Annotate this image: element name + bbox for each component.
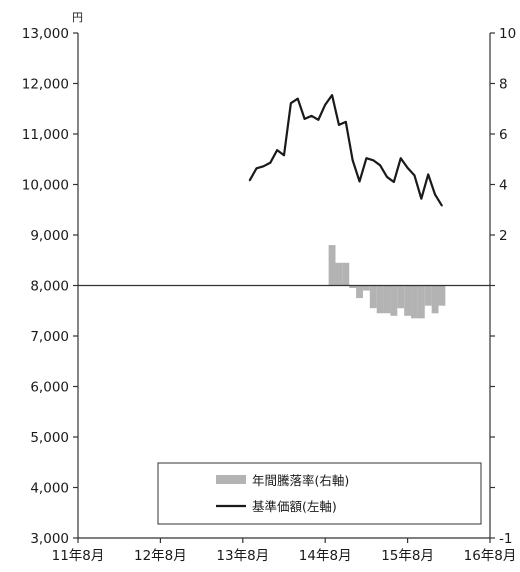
series-point	[303, 118, 306, 120]
bar	[383, 285, 391, 314]
bar	[328, 245, 336, 286]
series-point	[296, 97, 299, 100]
series-point	[310, 115, 313, 117]
left-tick-label: 11,000	[22, 127, 69, 143]
series-point	[351, 159, 354, 162]
bar	[417, 285, 425, 319]
left-tick-label: 4,000	[30, 481, 69, 497]
x-tick-label: 16年8月	[464, 548, 517, 564]
series-point	[317, 119, 320, 121]
left-tick-label: 10,000	[22, 178, 69, 194]
left-tick-label: 3,000	[30, 531, 69, 547]
series-point	[393, 181, 395, 183]
series-point	[365, 157, 368, 160]
x-tick-label: 12年8月	[134, 548, 187, 564]
x-tick-label: 13年8月	[216, 548, 269, 564]
left-tick-label: 7,000	[30, 329, 69, 345]
legend-swatch-bar	[216, 475, 246, 484]
left-axis-ticks: 3,000 4,000 5,000 6,000 7,000 8,000 9,000 10,00…	[22, 26, 78, 547]
series-line	[248, 94, 443, 207]
series-point	[269, 161, 272, 164]
line-layer	[248, 94, 443, 207]
bar	[438, 285, 446, 306]
series-point	[441, 204, 443, 207]
series-point	[324, 103, 327, 106]
series-point	[345, 121, 347, 123]
series-point	[399, 157, 402, 160]
x-tick-label: 15年8月	[381, 548, 434, 564]
bar	[376, 285, 384, 314]
bar	[390, 285, 398, 316]
legend-label-line: 基準価額(左軸)	[252, 499, 337, 514]
right-tick-label: 8	[499, 77, 508, 93]
bar	[424, 285, 432, 306]
bar	[431, 285, 439, 314]
series-point	[358, 180, 361, 183]
bar	[356, 285, 363, 299]
bar	[342, 262, 350, 286]
bar	[362, 285, 370, 291]
series-point	[406, 167, 409, 169]
series-point	[338, 124, 340, 126]
right-tick-label: -1	[499, 531, 512, 547]
bar	[411, 285, 418, 319]
left-tick-label: 6,000	[30, 380, 69, 396]
left-tick-label: 13,000	[22, 26, 69, 42]
bar	[397, 285, 405, 309]
right-tick-label: 10	[499, 26, 516, 42]
series-point	[331, 94, 333, 96]
series-point	[283, 154, 285, 157]
series-point	[248, 179, 251, 182]
legend: 年間騰落率(右軸) 基準価額(左軸)	[157, 462, 482, 525]
series-point	[427, 173, 430, 176]
series-point	[420, 197, 423, 200]
series-point	[276, 149, 278, 151]
right-tick-label: 2	[499, 228, 508, 244]
left-tick-label: 9,000	[30, 228, 69, 244]
left-tick-label: 5,000	[30, 430, 69, 446]
series-point	[255, 167, 258, 170]
right-axis-ticks: 10 8 6 4 2 -1	[490, 26, 516, 547]
series-point	[290, 102, 292, 104]
x-axis-ticks: 11年8月 12年8月 13年8月 14年8月 15年8月 16年8月	[52, 538, 517, 564]
left-tick-label: 8,000	[30, 279, 69, 295]
legend-box	[157, 462, 482, 525]
right-tick-label: 4	[499, 178, 508, 194]
series-point	[386, 176, 388, 178]
series-point	[379, 164, 381, 167]
bar	[335, 262, 343, 286]
series-point	[262, 165, 265, 168]
bars-layer	[328, 245, 446, 319]
series-point	[413, 174, 416, 177]
right-tick-label: 6	[499, 127, 508, 143]
x-tick-label: 11年8月	[52, 548, 105, 564]
bar	[349, 285, 357, 289]
left-tick-label: 12,000	[22, 77, 69, 93]
legend-label-bars: 年間騰落率(右軸)	[252, 473, 349, 488]
left-axis-unit: 円	[72, 11, 83, 24]
bar	[404, 285, 412, 316]
bar	[369, 285, 377, 309]
x-tick-label: 14年8月	[299, 548, 352, 564]
series-point	[372, 159, 375, 162]
series-point	[434, 193, 436, 196]
